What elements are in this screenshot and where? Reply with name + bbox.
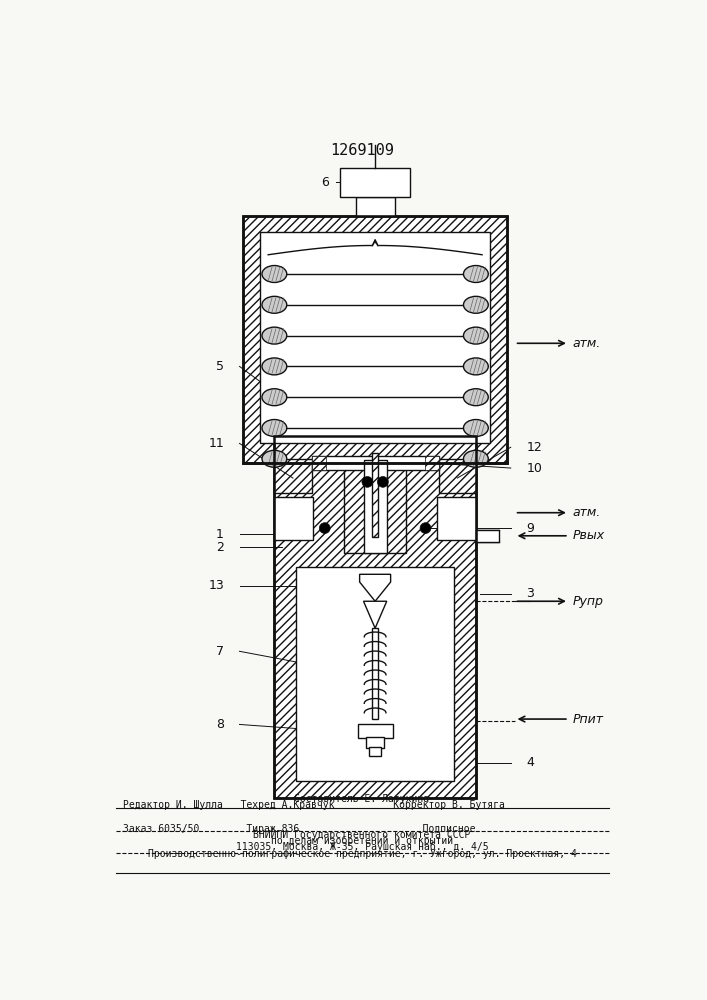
Polygon shape bbox=[360, 574, 391, 601]
Text: ВНИИПИ Государственного комитета СССР: ВНИИПИ Государственного комитета СССР bbox=[253, 830, 471, 840]
Bar bbox=[274, 463, 312, 493]
Ellipse shape bbox=[420, 523, 431, 533]
Text: Производственно-полиграфическое предприятие, г. Ужгород, ул. Проектная, 4: Производственно-полиграфическое предприя… bbox=[148, 849, 576, 859]
Bar bbox=[356, 197, 395, 216]
Bar bbox=[438, 463, 476, 493]
Ellipse shape bbox=[262, 389, 287, 406]
Text: 12: 12 bbox=[526, 441, 542, 454]
Bar bbox=[372, 628, 378, 719]
Text: Заказ 6035/50        Тираж 836                     Подписное: Заказ 6035/50 Тираж 836 Подписное bbox=[123, 824, 476, 834]
Bar bbox=[476, 530, 499, 542]
Ellipse shape bbox=[262, 327, 287, 344]
Bar bbox=[372, 453, 378, 537]
Text: 6: 6 bbox=[321, 176, 329, 189]
Polygon shape bbox=[363, 601, 387, 628]
Ellipse shape bbox=[262, 358, 287, 375]
Ellipse shape bbox=[262, 450, 287, 467]
Text: 5: 5 bbox=[216, 360, 224, 373]
Ellipse shape bbox=[262, 420, 287, 436]
Text: 13: 13 bbox=[209, 579, 224, 592]
Ellipse shape bbox=[464, 420, 489, 436]
Ellipse shape bbox=[378, 477, 388, 487]
Text: атм.: атм. bbox=[573, 337, 601, 350]
Ellipse shape bbox=[464, 389, 489, 406]
Bar bbox=[274, 497, 313, 540]
Text: Составитель Е. Латухина: Составитель Е. Латухина bbox=[294, 794, 430, 804]
Text: Редактор И. Шулла   Техред А.Кравчук          Корректор В. Бутяга: Редактор И. Шулла Техред А.Кравчук Корре… bbox=[123, 800, 505, 810]
Bar bbox=[437, 497, 476, 540]
Bar bbox=[274, 436, 476, 798]
Bar bbox=[296, 567, 454, 781]
Ellipse shape bbox=[464, 358, 489, 375]
Text: 11: 11 bbox=[209, 437, 224, 450]
Bar bbox=[243, 216, 507, 463]
Bar bbox=[274, 436, 476, 798]
Bar bbox=[369, 747, 381, 756]
Bar bbox=[358, 724, 392, 738]
Ellipse shape bbox=[464, 296, 489, 313]
Bar bbox=[425, 456, 438, 470]
Ellipse shape bbox=[320, 523, 330, 533]
Bar bbox=[243, 216, 507, 463]
Bar bbox=[372, 453, 378, 537]
Bar bbox=[274, 463, 312, 493]
Bar bbox=[312, 456, 438, 470]
Text: 9: 9 bbox=[526, 522, 534, 535]
Ellipse shape bbox=[464, 266, 489, 282]
Ellipse shape bbox=[262, 266, 287, 282]
Text: 10: 10 bbox=[526, 462, 542, 475]
Bar bbox=[344, 460, 406, 553]
Bar bbox=[438, 463, 476, 493]
Text: 3: 3 bbox=[526, 587, 534, 600]
Bar bbox=[274, 436, 476, 798]
Text: 7: 7 bbox=[216, 645, 224, 658]
Bar bbox=[344, 460, 406, 553]
Ellipse shape bbox=[464, 450, 489, 467]
Bar bbox=[243, 216, 507, 463]
Text: Рвых: Рвых bbox=[573, 529, 605, 542]
Text: атм.: атм. bbox=[573, 506, 601, 519]
Text: 4: 4 bbox=[526, 756, 534, 769]
Bar bbox=[260, 232, 490, 443]
Bar bbox=[366, 737, 385, 748]
Text: Рупр: Рупр bbox=[573, 595, 604, 608]
Ellipse shape bbox=[464, 327, 489, 344]
Text: 1269109: 1269109 bbox=[330, 143, 394, 158]
Bar bbox=[312, 456, 325, 470]
Text: 1: 1 bbox=[216, 528, 224, 541]
Text: по делам изобретений и открытий: по делам изобретений и открытий bbox=[271, 836, 453, 846]
Text: 8: 8 bbox=[216, 718, 224, 731]
Bar bbox=[363, 460, 387, 553]
Text: 113035, Москва, Ж-35, Раушская наб., д. 4/5: 113035, Москва, Ж-35, Раушская наб., д. … bbox=[235, 842, 489, 852]
Ellipse shape bbox=[362, 477, 373, 487]
Text: Рпит: Рпит bbox=[573, 713, 604, 726]
Bar bbox=[340, 168, 410, 197]
Text: 2: 2 bbox=[216, 541, 224, 554]
Ellipse shape bbox=[262, 296, 287, 313]
